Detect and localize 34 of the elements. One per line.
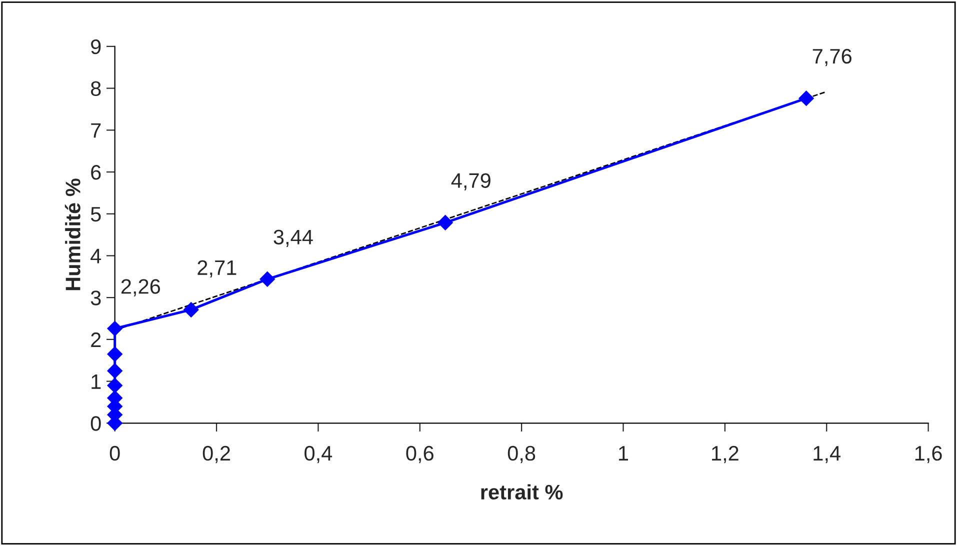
x-tick-label: 0,4: [304, 446, 332, 464]
y-tick-label: 5: [90, 207, 101, 222]
point: [107, 320, 122, 336]
y-tick-label: 3: [90, 290, 101, 306]
y-tick-label: 6: [91, 164, 101, 180]
x-axis-title: retrait %: [481, 484, 563, 500]
y-tick-label: 7: [91, 123, 101, 138]
data-label: 7,76: [812, 48, 852, 66]
point: [438, 215, 453, 230]
y-tick-label: 8: [90, 81, 101, 96]
point: [107, 346, 122, 362]
y-tick-label: 0: [90, 416, 101, 431]
y-tick-label: 2: [91, 332, 101, 347]
point: [107, 363, 122, 378]
x-tick-label: 0,2: [202, 446, 230, 464]
x-tick-label: 0,8: [508, 446, 536, 464]
data-label: 3,44: [274, 230, 313, 247]
x-tick-label: 1,4: [814, 446, 840, 464]
data-label: 4,79: [451, 173, 490, 190]
point: [260, 272, 275, 287]
x-tick-label: 1,6: [915, 446, 942, 464]
x-tick-label: 1,2: [712, 446, 738, 464]
y-tick-label: 4: [90, 248, 102, 264]
point: [107, 378, 122, 394]
y-tick-label: 1: [92, 374, 101, 389]
x-tick-label: 0,6: [406, 446, 434, 464]
point: [798, 90, 814, 106]
x-tick-label: 1: [619, 446, 628, 460]
x-tick-label: 0: [110, 446, 120, 461]
data-label: 2,26: [121, 279, 160, 296]
y-axis-title: Humidité %: [64, 178, 80, 290]
point: [184, 302, 199, 318]
y-tick-label: 9: [91, 39, 101, 54]
data-label: 2,71: [198, 260, 236, 278]
